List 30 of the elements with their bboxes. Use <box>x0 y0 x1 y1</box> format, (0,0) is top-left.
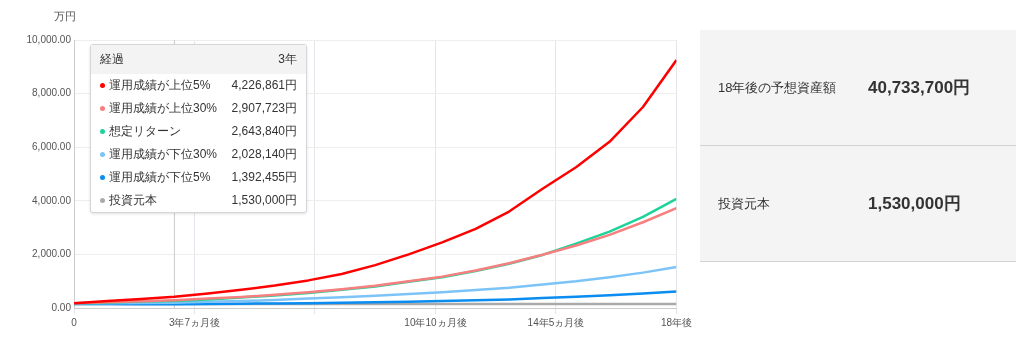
text: 投資元本 <box>718 194 771 213</box>
legend-title: 経過 <box>100 51 124 68</box>
y-tick-label: 10,000.00 <box>26 33 72 45</box>
annotation: 1,392,455円 <box>231 169 297 186</box>
legend-label: 投資元本 <box>109 192 158 209</box>
x-tick-label: 18年後 <box>660 316 692 328</box>
text: 1,530,000円 <box>868 193 961 215</box>
annotation: 2,907,723円 <box>231 100 297 117</box>
x-tick-label: 10年10ヵ月後 <box>404 316 467 328</box>
y-axis-title: 万円 <box>54 10 76 22</box>
legend-label: 運用成績が下位5% <box>109 169 212 186</box>
text: 40,733,700円 <box>868 77 971 99</box>
text: 18年後の予想資産額 <box>718 78 838 97</box>
legend-label: 運用成績が上位5% <box>109 77 212 94</box>
annotation: 2,028,140円 <box>231 146 297 163</box>
annotation: 3年 <box>278 51 297 68</box>
legend-label: 運用成績が下位30% <box>109 146 219 163</box>
annotation: 2,643,840円 <box>231 123 297 140</box>
y-tick-label: 2,000.00 <box>32 248 72 260</box>
legend-label: 運用成績が上位30% <box>109 100 219 117</box>
y-tick-label: 4,000.00 <box>32 194 72 206</box>
x-tick-label: 14年5ヵ月後 <box>527 316 585 328</box>
y-tick-label: 8,000.00 <box>32 87 72 99</box>
annotation: 4,226,861円 <box>231 77 297 94</box>
x-tick-label: 0 <box>71 316 78 328</box>
y-tick-label: 0.00 <box>51 301 72 313</box>
x-tick-label: 3年7ヵ月後 <box>168 316 221 328</box>
legend-label: 想定リターン <box>109 123 182 140</box>
annotation: 1,530,000円 <box>231 192 297 209</box>
y-tick-label: 6,000.00 <box>32 140 72 152</box>
